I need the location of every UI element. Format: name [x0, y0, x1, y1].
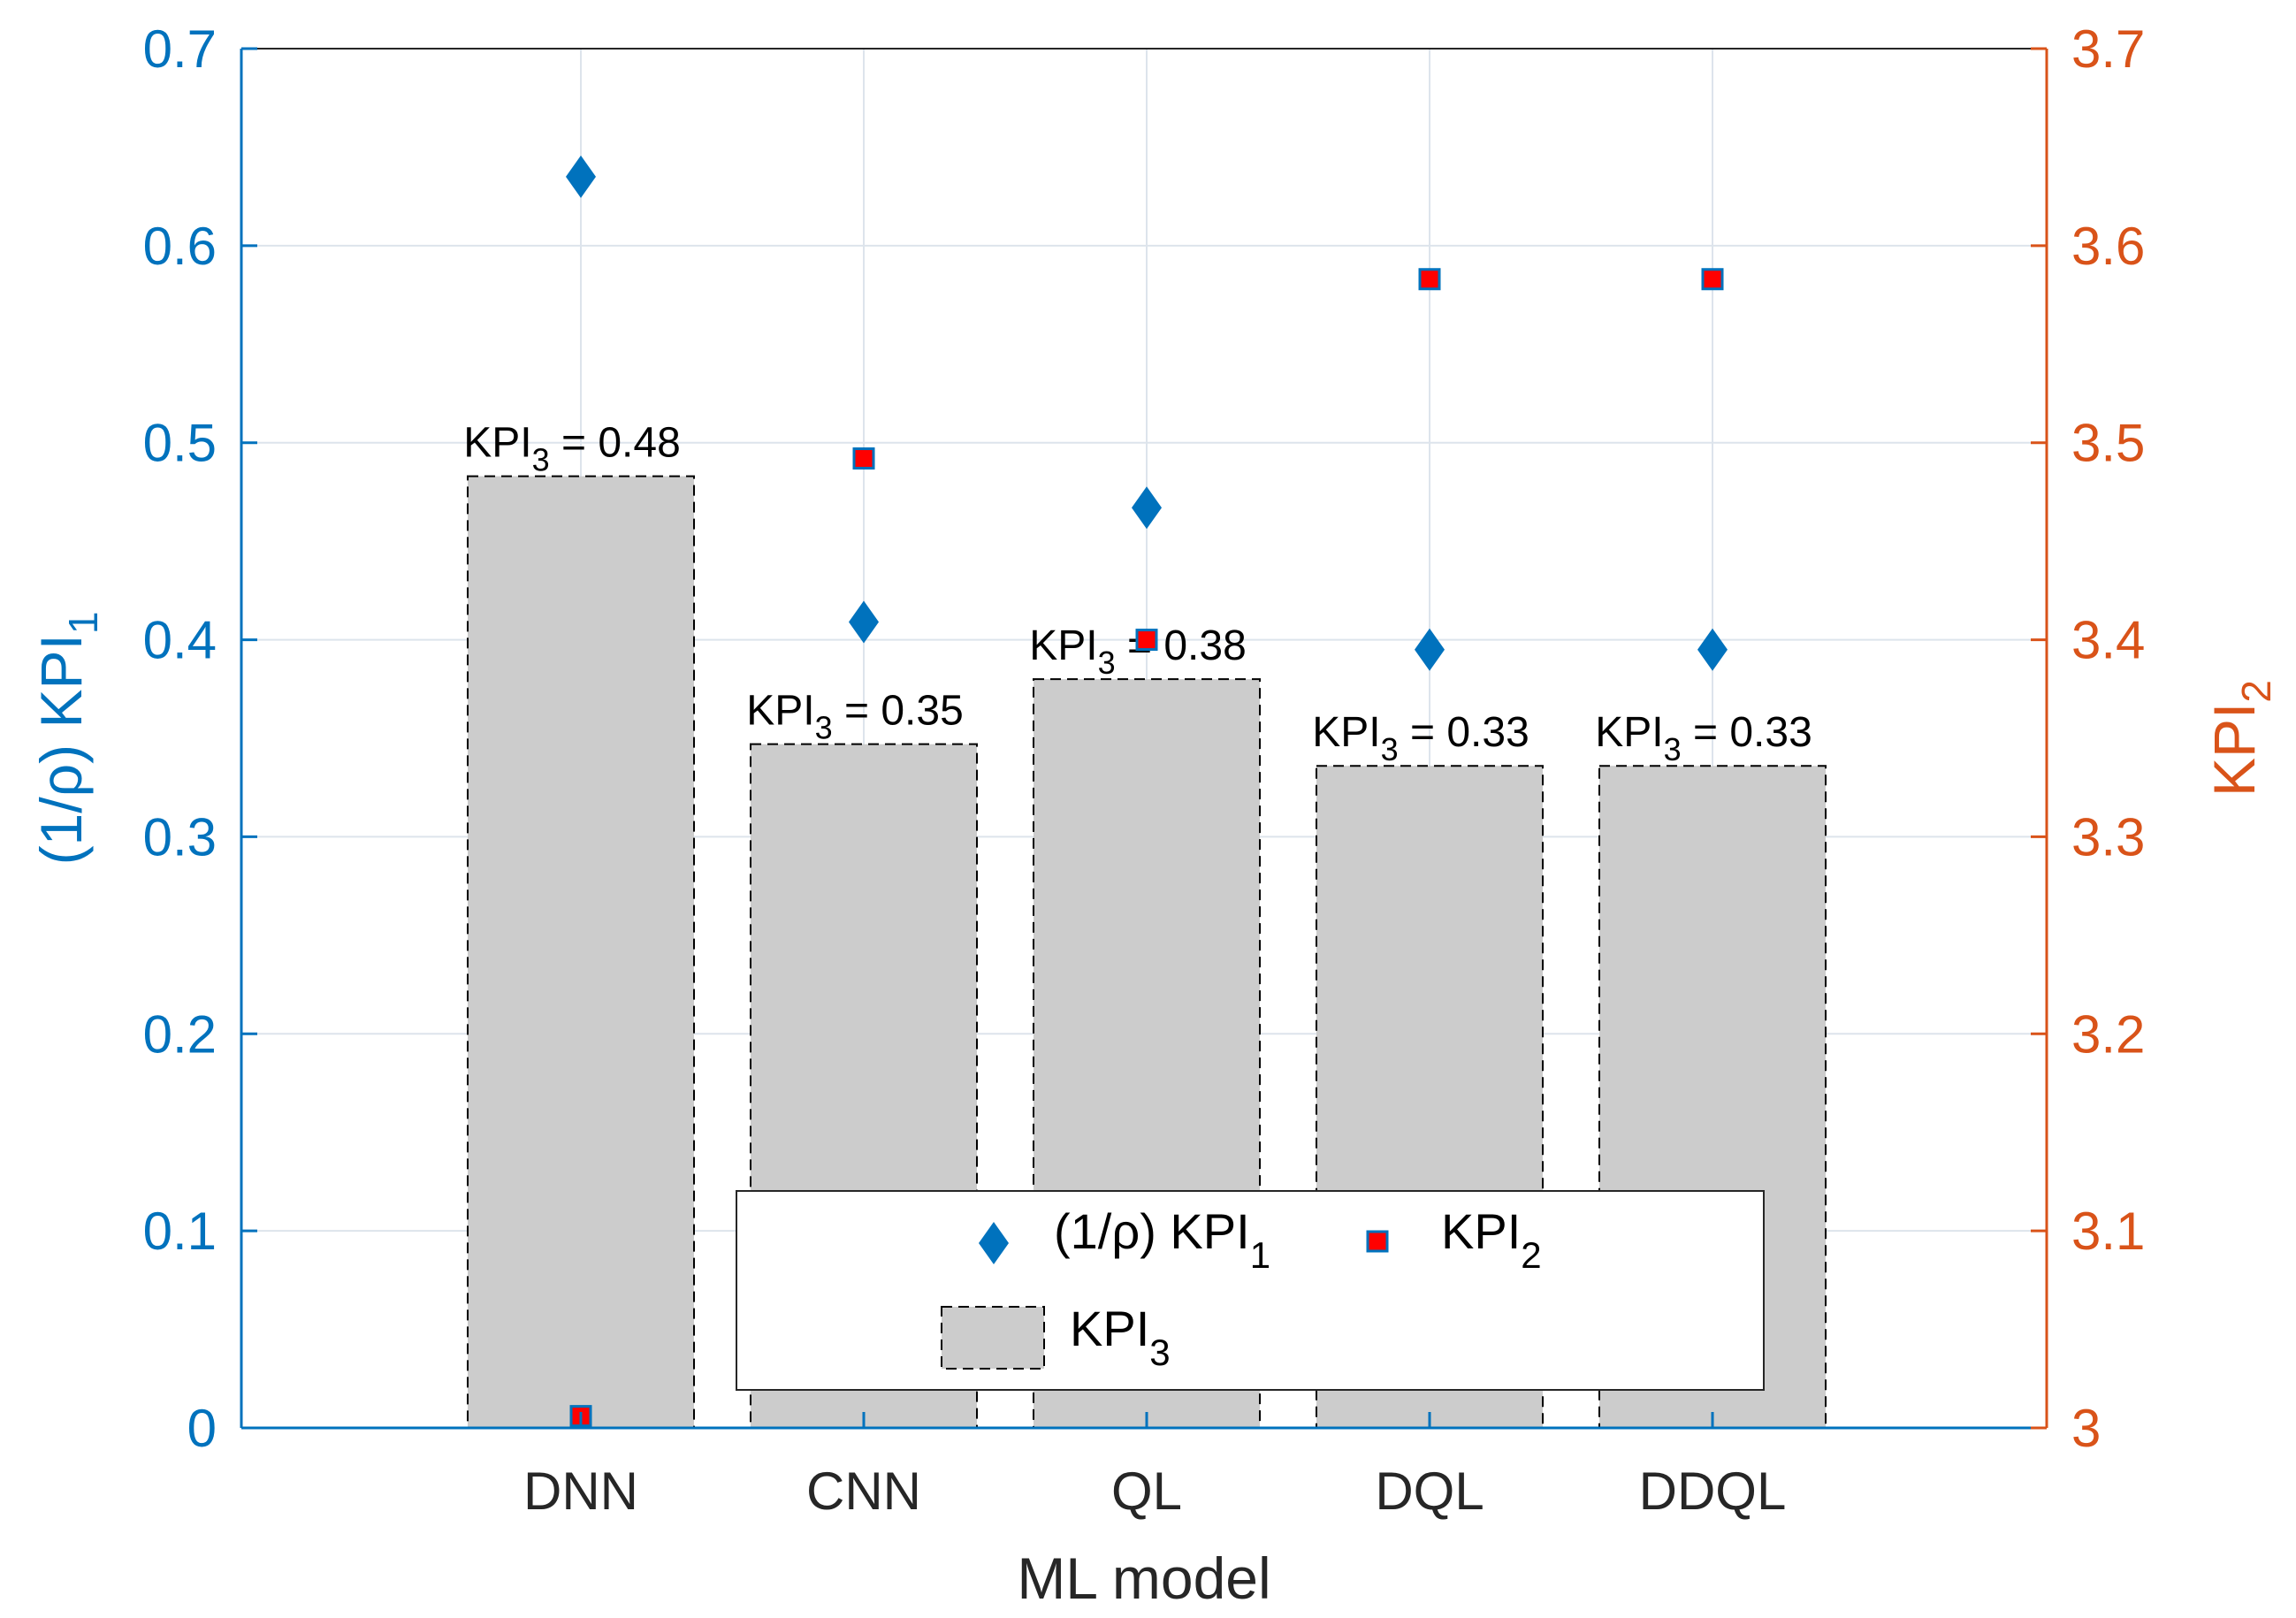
kpi1-point-ql	[1132, 486, 1162, 530]
left-tick-label: 0.2	[143, 1004, 217, 1064]
x-tick-label-ql: QL	[1111, 1462, 1182, 1521]
right-axis-label-sub: 2	[2233, 680, 2279, 703]
x-axis-ticks: DNN CNN QL DQL DDQL	[523, 1412, 1786, 1521]
bar-annotation-prefix: KPI	[1312, 709, 1380, 756]
bar-dnn	[467, 475, 695, 1429]
right-tick-label: 3	[2071, 1399, 2101, 1458]
right-tick-label: 3.4	[2071, 611, 2145, 670]
bar-annotation-sub: 3	[815, 710, 833, 746]
legend: (1/ρ) KPI1 KPI2 KPI3	[736, 1190, 1765, 1391]
x-tick-label-dql: DQL	[1375, 1462, 1484, 1521]
legend-entry-kpi2-main: KPI	[1441, 1203, 1521, 1259]
bar-annotation-prefix: KPI	[1029, 622, 1097, 669]
bar-annotation-value: = 0.48	[550, 420, 681, 467]
bar-annotation-dql: KPI3 = 0.33	[1312, 709, 1529, 767]
left-tick-label: 0.6	[143, 217, 217, 276]
kpi1-point-dql	[1415, 628, 1445, 671]
left-axis-label-sub: 1	[60, 612, 106, 635]
right-axis-ticks: 3 3.1 3.2 3.3 3.4 3.5 3.6 3.7	[2031, 19, 2145, 1458]
right-tick-label: 3.1	[2071, 1202, 2145, 1261]
left-tick-label: 0.5	[143, 414, 217, 473]
legend-square-marker	[1366, 1230, 1389, 1253]
legend-entry-kpi1: (1/ρ) KPI1	[1054, 1203, 1270, 1276]
bar-annotation-sub: 3	[1664, 731, 1682, 767]
left-tick-label: 0.7	[143, 19, 217, 79]
kpi1-point-ddql	[1697, 628, 1728, 671]
left-axis-label: (1/ρ) KPI1	[28, 612, 106, 866]
legend-box	[736, 1190, 1765, 1391]
legend-entry-kpi2-sub: 2	[1521, 1234, 1541, 1276]
bar-annotation-sub: 3	[1381, 731, 1399, 767]
bar-annotation-cnn: KPI3 = 0.35	[746, 688, 964, 746]
bar-annotation-value: = 0.35	[833, 688, 964, 735]
left-tick-label: 0.1	[143, 1202, 217, 1261]
right-tick-label: 3.3	[2071, 807, 2145, 866]
left-tick-label: 0.4	[143, 611, 217, 670]
x-tick-label-ddql: DDQL	[1639, 1462, 1787, 1521]
legend-entry-kpi1-sub: 1	[1250, 1234, 1270, 1276]
bar-annotation-dnn: KPI3 = 0.48	[463, 420, 681, 478]
x-tick-label-cnn: CNN	[806, 1462, 921, 1521]
kpi2-point-ddql	[1701, 268, 1724, 291]
legend-entry-kpi3-sub: 3	[1149, 1332, 1170, 1373]
kpi2-point-dql	[1418, 268, 1441, 291]
legend-entry-kpi2: KPI2	[1441, 1203, 1542, 1276]
right-axis-label-main: KPI	[2201, 703, 2267, 797]
right-tick-label: 3.2	[2071, 1004, 2145, 1064]
right-axis-label: KPI2	[2201, 680, 2279, 797]
kpi1-point-cnn	[849, 600, 879, 644]
legend-diamond-marker	[979, 1222, 1009, 1264]
left-axis-label-main: (1/ρ) KPI	[28, 634, 94, 865]
bar-annotation-value: = 0.33	[1399, 709, 1529, 756]
bar-annotation-sub: 3	[1098, 645, 1116, 681]
legend-bar-swatch	[941, 1306, 1045, 1370]
kpi1-point-dnn	[566, 155, 596, 198]
x-tick-label-dnn: DNN	[523, 1462, 638, 1521]
right-tick-label: 3.7	[2071, 19, 2145, 79]
bar-annotation-sub: 3	[532, 442, 550, 478]
bar-annotation-prefix: KPI	[463, 420, 531, 467]
bar-annotation-value: = 0.38	[1116, 622, 1247, 669]
bar-annotation-prefix: KPI	[1595, 709, 1663, 756]
right-tick-label: 3.5	[2071, 414, 2145, 473]
bar-annotation-prefix: KPI	[746, 688, 814, 735]
x-axis-label: ML model	[1017, 1545, 1270, 1611]
left-axis-ticks: 0 0.1 0.2 0.3 0.4 0.5 0.6 0.7	[143, 19, 257, 1458]
left-tick-label: 0.3	[143, 807, 217, 866]
legend-entry-kpi3: KPI3	[1070, 1301, 1171, 1373]
kpi2-point-cnn	[852, 447, 875, 470]
bar-annotation-value: = 0.33	[1682, 709, 1812, 756]
right-tick-label: 3.6	[2071, 217, 2145, 276]
bar-annotation-ddql: KPI3 = 0.33	[1595, 709, 1812, 767]
kpi2-point-ql	[1135, 629, 1158, 652]
legend-entry-kpi3-main: KPI	[1070, 1301, 1149, 1356]
left-tick-label: 0	[187, 1399, 217, 1458]
legend-entry-kpi1-main: (1/ρ) KPI	[1054, 1203, 1250, 1259]
